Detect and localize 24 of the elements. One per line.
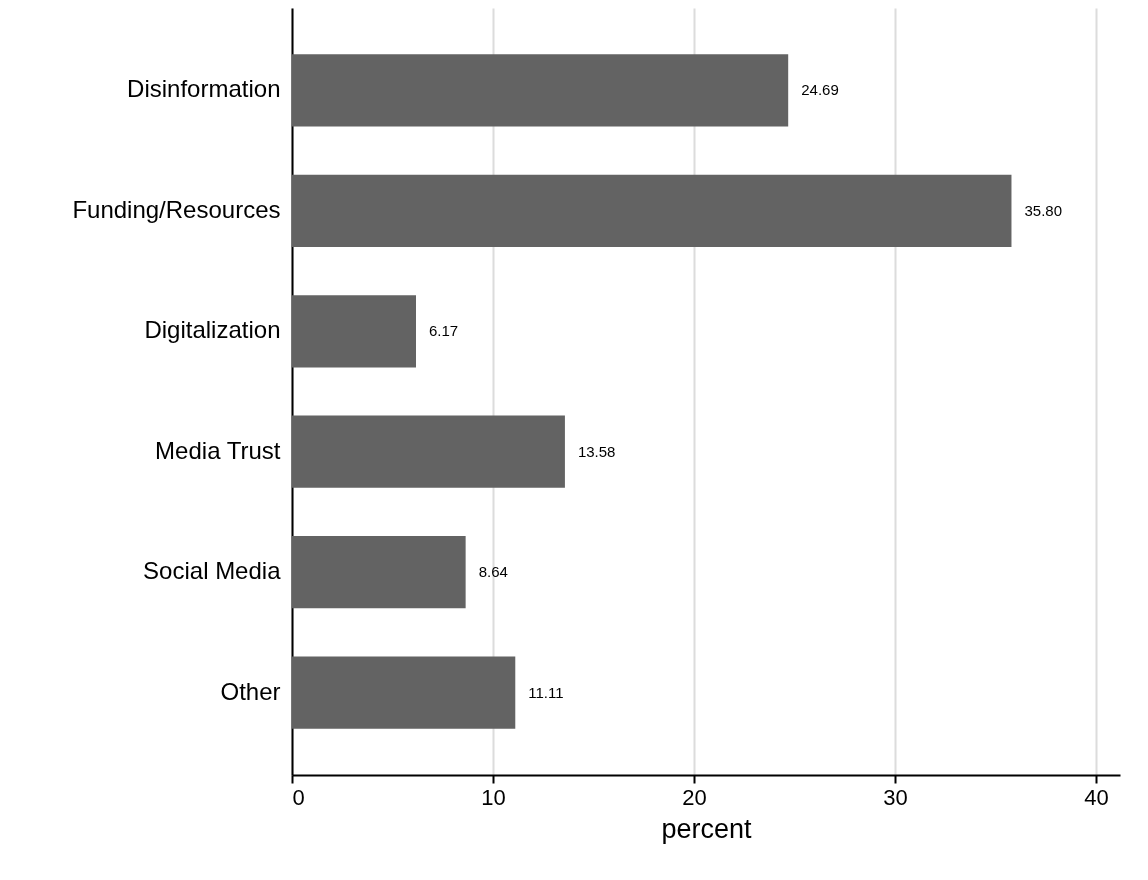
data-label: 8.64 xyxy=(478,563,508,581)
bar xyxy=(292,415,565,488)
x-tick-label: 10 xyxy=(481,784,506,810)
x-axis-title: percent xyxy=(661,813,753,844)
bar xyxy=(292,54,789,127)
data-label: 11.11 xyxy=(528,683,564,701)
y-tick-label: Funding/Resources xyxy=(72,195,281,223)
x-tick-label: 30 xyxy=(883,784,908,810)
x-tick-label: 20 xyxy=(682,784,707,810)
data-label: 13.58 xyxy=(577,442,616,460)
bar xyxy=(292,174,1012,248)
x-tick-label: 40 xyxy=(1084,784,1109,810)
x-tick-label: 0 xyxy=(292,784,305,810)
y-tick-label: Other xyxy=(220,677,281,705)
bar xyxy=(292,535,466,609)
bar xyxy=(292,656,516,729)
y-tick-label: Digitalization xyxy=(144,316,281,344)
data-label: 24.69 xyxy=(801,81,839,99)
y-tick-label: Social Media xyxy=(143,557,282,585)
y-tick-label: Disinformation xyxy=(127,75,281,103)
bar xyxy=(292,295,416,368)
data-label: 6.17 xyxy=(429,322,459,340)
data-label: 35.80 xyxy=(1024,201,1063,219)
y-tick-label: Media Trust xyxy=(155,436,281,464)
